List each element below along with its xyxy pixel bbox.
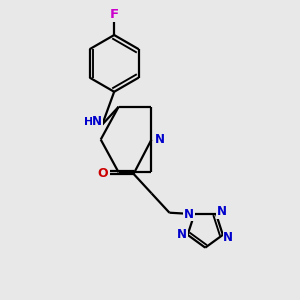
Text: N: N (184, 208, 194, 221)
Text: N: N (177, 228, 187, 242)
Text: N: N (217, 205, 226, 218)
Text: N: N (223, 231, 233, 244)
Text: O: O (98, 167, 108, 180)
Text: H: H (84, 117, 93, 127)
Text: N: N (155, 133, 165, 146)
Text: F: F (110, 8, 119, 21)
Text: N: N (92, 115, 102, 128)
